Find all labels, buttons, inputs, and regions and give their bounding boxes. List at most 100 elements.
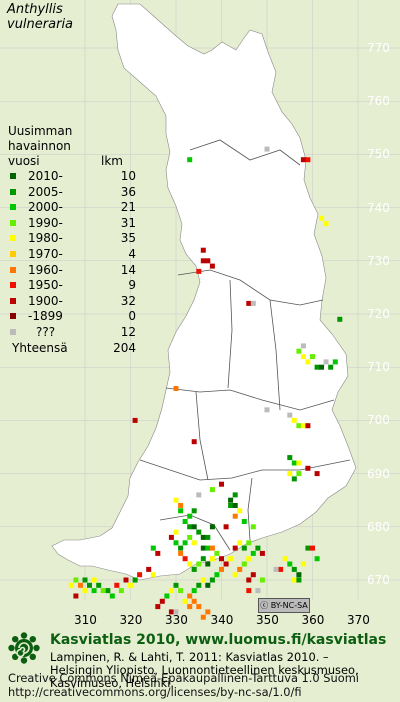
record-square [205, 545, 211, 551]
record-square [137, 572, 143, 578]
license-line-1: Creative Commons Nimeä-Epäkaupallinen-Ta… [8, 671, 359, 685]
record-square [123, 577, 129, 583]
record-square [191, 439, 197, 445]
record-square [209, 487, 215, 493]
record-square [237, 508, 243, 514]
record-square [296, 460, 302, 466]
y-tick-label: 680 [367, 519, 390, 534]
record-square [200, 534, 206, 540]
legend-row: 1950- 9 [8, 278, 136, 294]
record-square [305, 423, 311, 429]
record-square [209, 577, 215, 583]
record-square [187, 561, 193, 567]
x-tick-label: 370 [347, 613, 370, 627]
legend-swatch [10, 173, 16, 179]
footer-license: Creative Commons Nimeä-Epäkaupallinen-Ta… [8, 671, 359, 699]
record-square [246, 588, 252, 594]
record-square [246, 300, 252, 306]
citation-line-2: Helsingin Yliopisto, Luonnontieteellinen… [50, 663, 359, 677]
record-square [114, 582, 120, 588]
record-square [187, 157, 193, 163]
record-square [105, 588, 111, 594]
legend-count: 31 [120, 215, 136, 230]
record-square [319, 364, 325, 370]
record-square [264, 407, 270, 413]
record-square [305, 545, 311, 551]
record-square [178, 545, 184, 551]
legend-swatch [10, 282, 16, 289]
record-square [232, 572, 238, 578]
record-square [205, 609, 211, 615]
record-square [205, 258, 211, 264]
cc-badge-text: BY-NC-SA [270, 601, 308, 610]
license-line-2[interactable]: http://creativecommons.org/licenses/by-n… [8, 684, 302, 699]
record-square [173, 609, 179, 615]
record-square [337, 316, 343, 322]
record-square [187, 593, 193, 599]
legend-label: 2000- [28, 200, 63, 215]
cc-license-badge[interactable]: ⓒ BY-NC-SA [258, 598, 310, 613]
x-tick-label: 310 [74, 613, 97, 627]
record-square [178, 503, 184, 508]
record-square [296, 572, 302, 578]
legend-row: 1990- 31 [8, 216, 136, 232]
y-tick-label: 700 [367, 413, 390, 428]
record-square [232, 513, 238, 519]
species-name: Anthyllis vulneraria [7, 2, 73, 32]
record-square [319, 215, 325, 221]
legend-label: 1950- [28, 278, 63, 293]
x-tick-label: 340 [210, 613, 234, 627]
record-square [91, 588, 97, 594]
record-square [214, 572, 220, 578]
record-square [187, 513, 193, 519]
record-square [278, 566, 284, 572]
legend-swatch [10, 219, 16, 226]
footer-title[interactable]: Kasviatlas 2010, www.luomus.fi/kasviatla… [50, 632, 387, 648]
record-square [259, 550, 265, 556]
record-square [332, 359, 338, 365]
record-square [200, 258, 206, 264]
record-square [164, 593, 170, 599]
record-square [200, 556, 206, 562]
y-tick-label: 760 [367, 94, 390, 109]
record-square [246, 540, 252, 546]
legend-row: ??? 12 [8, 324, 136, 341]
legend-swatch [10, 204, 16, 211]
record-square [182, 556, 188, 562]
record-square [191, 524, 197, 530]
citation-line-1: Lampinen, R. & Lahti, T. 2011: Kasviatla… [50, 650, 329, 664]
y-tick-label: 720 [367, 307, 390, 321]
legend-row: 1970- 4 [8, 247, 136, 263]
record-square [305, 359, 311, 365]
record-square [323, 359, 329, 365]
record-square [173, 497, 179, 503]
record-square [291, 577, 297, 583]
record-square [255, 545, 261, 551]
legend-count: 9 [128, 278, 136, 293]
legend-row: 2010- 10 [8, 169, 136, 185]
record-square [228, 556, 234, 562]
record-square [168, 534, 174, 540]
province-boundaries [139, 139, 351, 551]
record-square [187, 534, 193, 540]
legend-count: 21 [120, 200, 136, 215]
record-square [219, 566, 224, 572]
record-square [296, 348, 302, 354]
finland-landmass [51, 3, 357, 581]
record-square [219, 556, 224, 562]
legend-row: 2000- 21 [8, 200, 136, 216]
record-square [300, 561, 306, 567]
record-square [300, 157, 306, 163]
y-tick-label: 690 [367, 466, 390, 481]
record-square [228, 497, 234, 503]
legend-count: 36 [120, 184, 136, 199]
legend-label: ??? [36, 324, 56, 339]
record-square [232, 503, 238, 508]
record-square [109, 593, 115, 599]
record-square [209, 524, 215, 530]
record-square [191, 508, 197, 514]
record-square [241, 561, 247, 567]
record-square [246, 577, 252, 583]
record-squares [68, 146, 343, 620]
legend-swatch [10, 235, 16, 242]
